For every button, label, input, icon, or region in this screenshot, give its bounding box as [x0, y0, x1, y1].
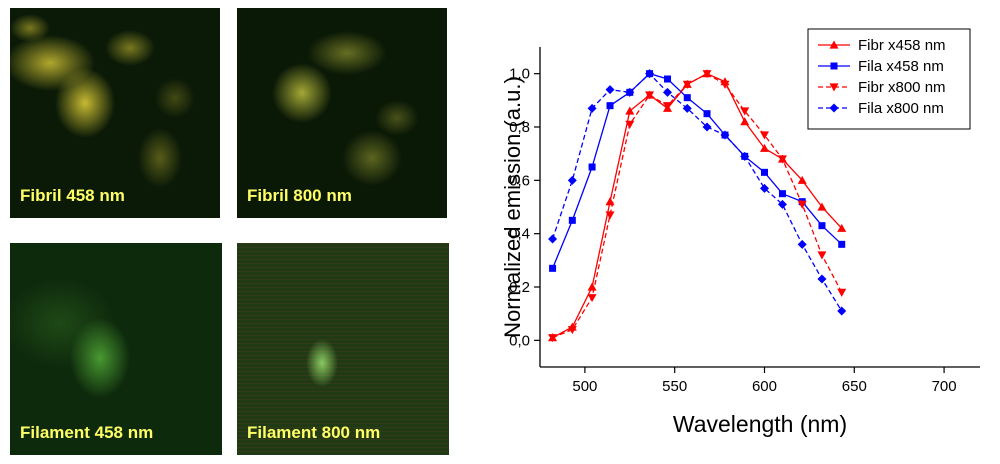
data-point [837, 306, 847, 316]
data-point [838, 240, 846, 248]
data-point [777, 199, 787, 209]
data-point [837, 223, 847, 232]
series-3 [548, 70, 847, 343]
x-tick-label: 550 [662, 378, 687, 395]
y-tick-label: 0,4 [509, 226, 530, 243]
y-tick-label: 0,0 [509, 332, 530, 349]
data-point [548, 234, 558, 244]
x-axis-label: Wavelength (nm) [673, 411, 847, 437]
data-point [777, 155, 787, 164]
data-point [645, 69, 655, 79]
y-tick-label: 0,6 [509, 172, 530, 189]
data-point [740, 107, 750, 116]
data-point [759, 143, 769, 152]
data-point [682, 80, 692, 89]
series-line [551, 72, 843, 269]
data-point [605, 85, 615, 95]
micrograph-filament-458: Filament 458 nm [10, 243, 222, 455]
data-point [702, 70, 712, 79]
series-4 [548, 69, 847, 316]
data-point [797, 200, 807, 209]
data-point [759, 183, 769, 193]
data-point [548, 334, 558, 343]
x-tick-label: 650 [842, 378, 867, 395]
micrograph-fibril-800: Fibril 800 nm [237, 8, 447, 218]
series-line [552, 72, 843, 339]
legend-marker [829, 40, 839, 49]
data-point [703, 110, 711, 118]
data-point [625, 106, 635, 115]
data-point [837, 288, 847, 297]
fibril-458-fluorescence [10, 14, 195, 188]
data-point [625, 87, 635, 97]
panel-label: Filament 800 nm [247, 423, 381, 442]
data-point [759, 131, 769, 140]
legend-marker [829, 103, 839, 113]
data-point [588, 163, 596, 171]
data-point [567, 326, 577, 335]
y-tick-label: 1,0 [509, 66, 530, 83]
data-point [549, 264, 557, 272]
micrograph-filament-800: Filament 800 nm [237, 243, 449, 455]
data-point [797, 239, 807, 249]
data-point [587, 294, 597, 303]
data-point [625, 120, 635, 129]
data-point [818, 222, 826, 230]
x-tick-label: 600 [752, 378, 777, 395]
filament-800-fluorescence [237, 243, 449, 455]
data-point [663, 87, 673, 97]
panel-label: Fibril 458 nm [20, 186, 125, 205]
data-point [720, 80, 730, 89]
legend-label: Fila x458 nm [858, 58, 944, 75]
data-point [817, 274, 827, 284]
y-tick-label: 0,2 [509, 279, 530, 296]
data-point [567, 175, 577, 185]
data-point [682, 103, 692, 113]
y-axis-label: Normalized emission (a.u.) [500, 76, 525, 338]
data-point [606, 102, 614, 110]
data-point [587, 103, 597, 113]
data-point [740, 117, 750, 126]
data-point [797, 175, 807, 184]
legend-label: Fibr x800 nm [858, 79, 946, 96]
series-line [551, 72, 843, 312]
data-point [702, 122, 712, 132]
fibril-800-fluorescence [272, 31, 419, 186]
y-tick-label: 0,8 [509, 119, 530, 136]
data-point [817, 202, 827, 211]
panel-label: Filament 458 nm [20, 423, 154, 442]
data-point [778, 190, 786, 198]
series-line [552, 72, 843, 339]
data-point [663, 102, 673, 111]
data-point [664, 75, 672, 83]
micrograph-fibril-458: Fibril 458 nm [10, 8, 220, 218]
data-point [720, 130, 730, 140]
data-point [740, 151, 750, 161]
data-point [605, 211, 615, 220]
legend-label: Fila x800 nm [858, 100, 944, 117]
legend-marker [830, 62, 838, 70]
legend-label: Fibr x458 nm [858, 37, 946, 54]
legend-marker [829, 83, 839, 92]
data-point [568, 216, 576, 224]
panel-label: Fibril 800 nm [247, 186, 352, 205]
emission-chart: 500 550 600 650 700 0,0 0,2 0,4 0,6 0,8 1,0 Wavelen… [500, 28, 980, 437]
data-point [645, 91, 655, 100]
data-point [760, 168, 768, 176]
x-tick-label: 700 [932, 378, 957, 395]
data-point [683, 94, 691, 102]
data-point [817, 251, 827, 260]
filament-458-fluorescence [10, 278, 130, 398]
x-tick-label: 500 [572, 378, 597, 395]
